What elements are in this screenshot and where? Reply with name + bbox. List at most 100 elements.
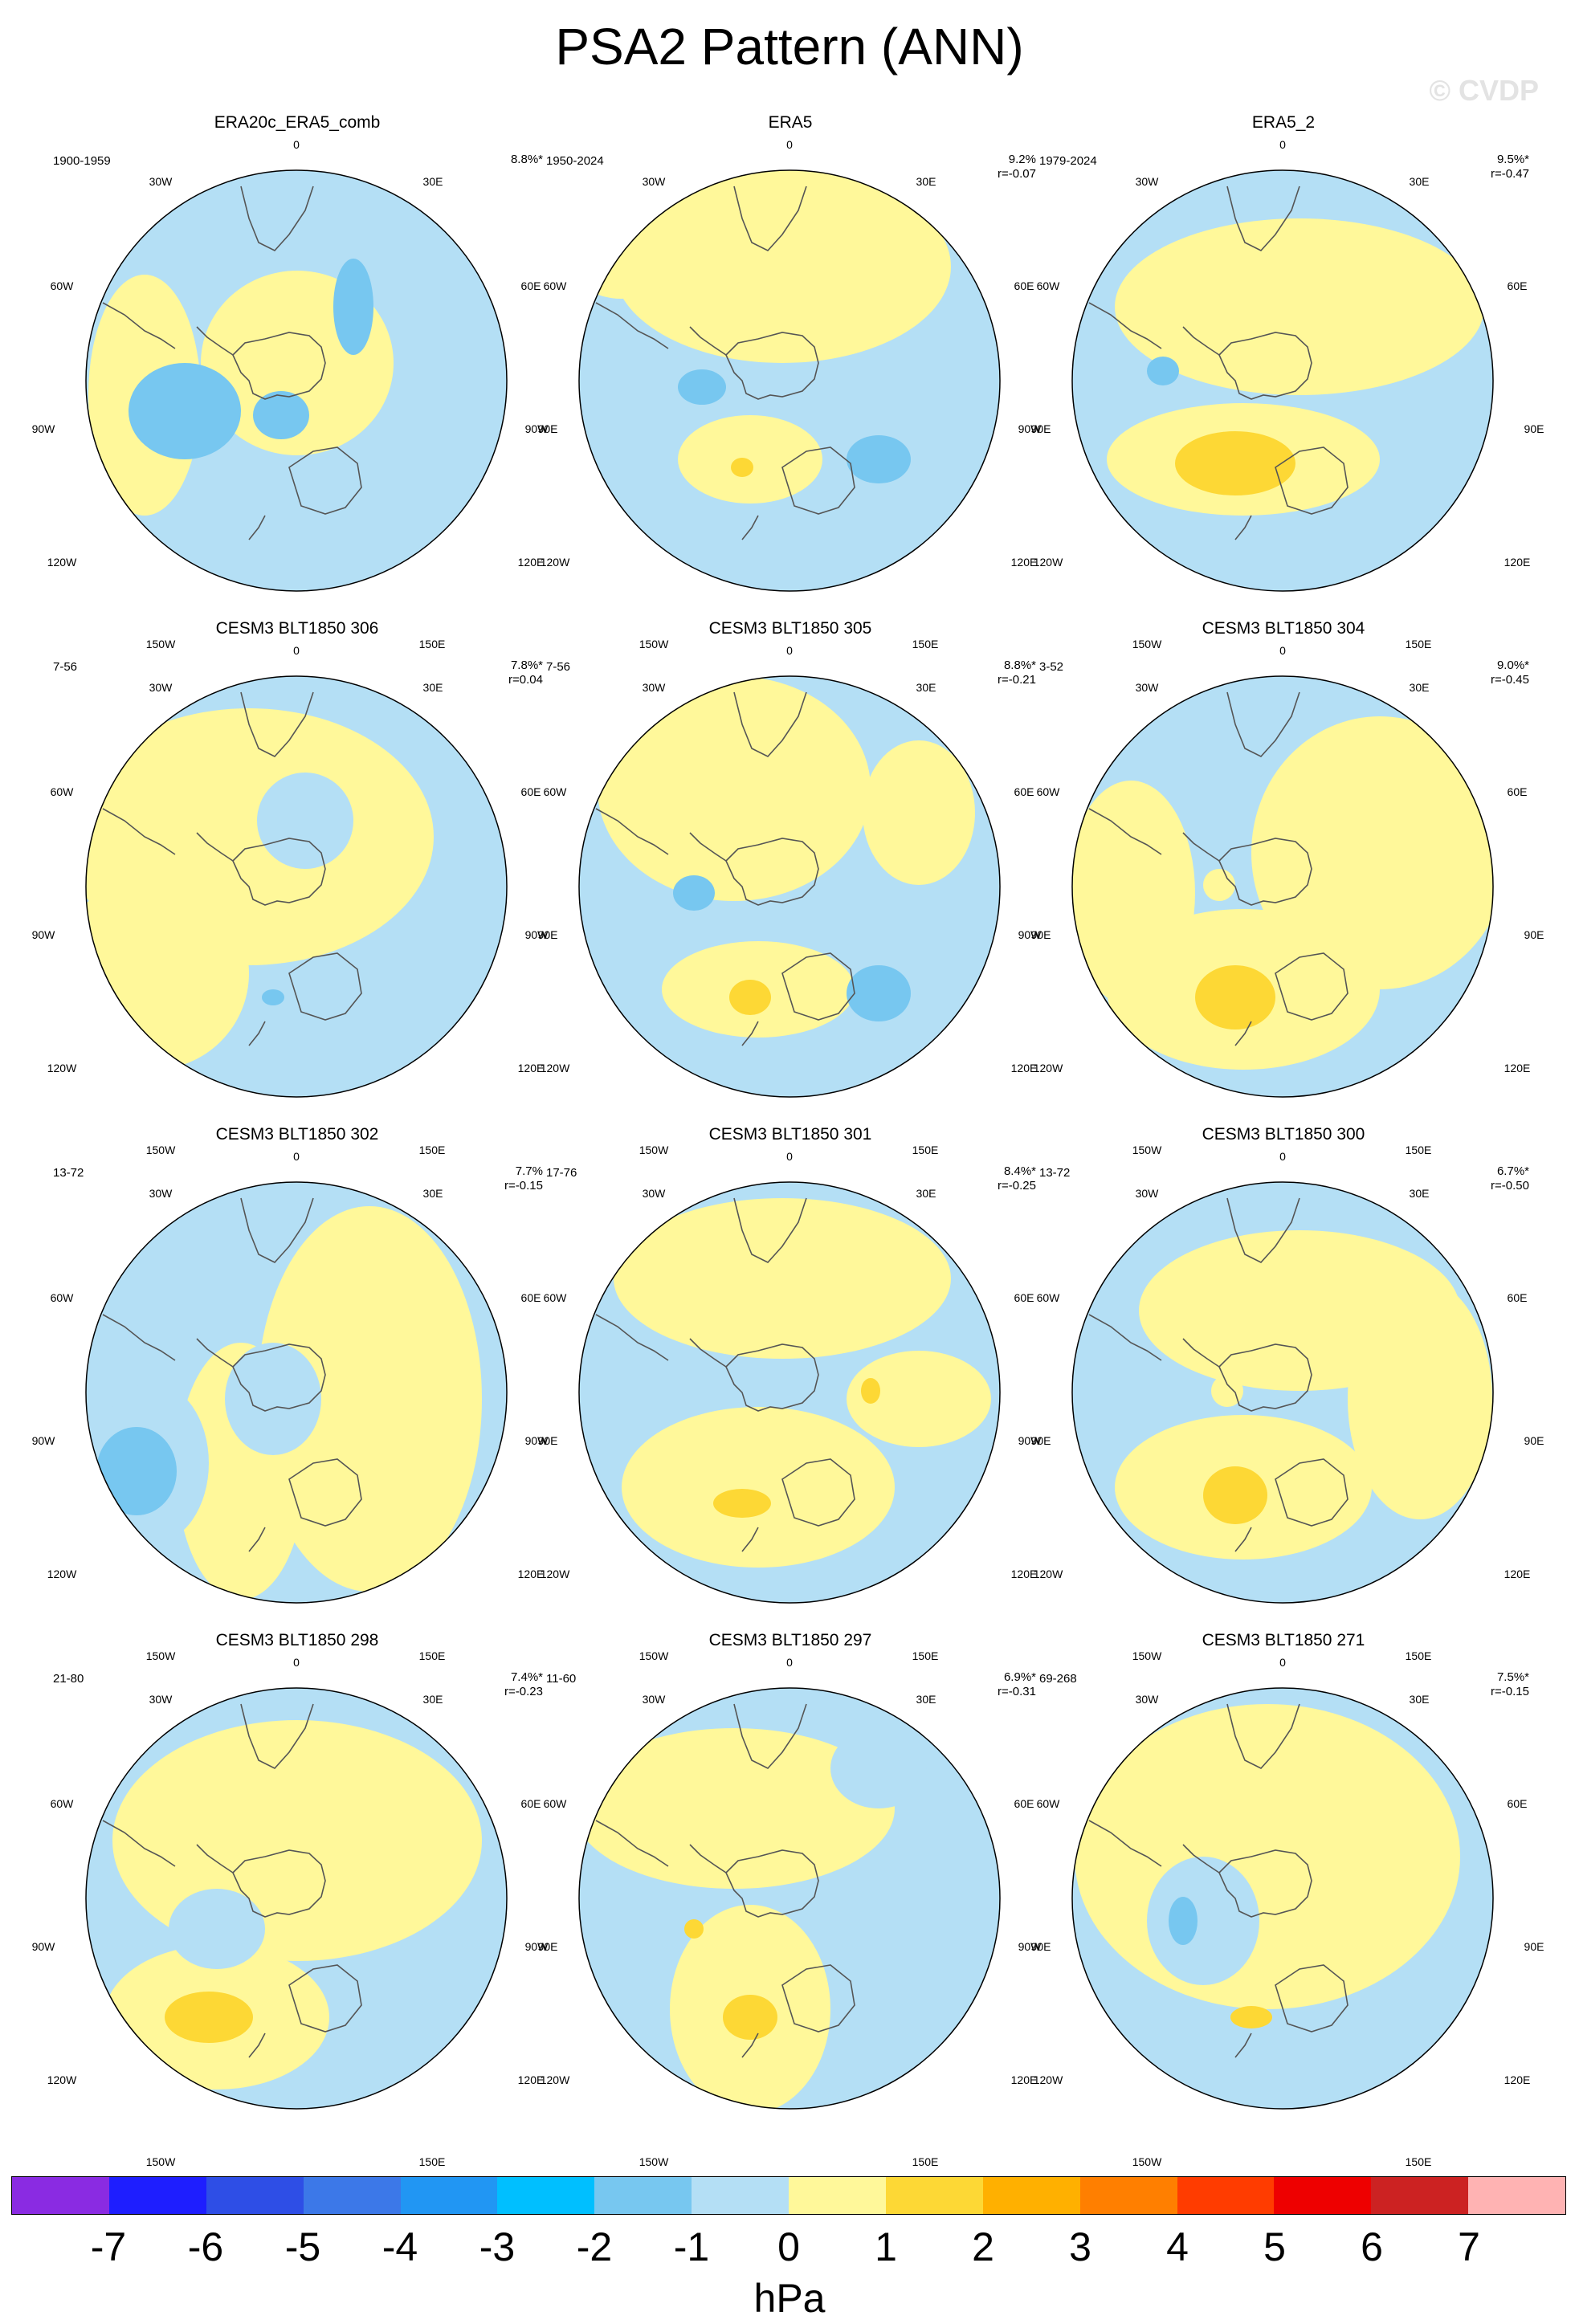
coastline (102, 1820, 176, 1867)
coastline (1275, 952, 1348, 1021)
longitude-label: 30W (1135, 175, 1159, 188)
anomaly-contour (262, 989, 284, 1005)
longitude-label: 120W (540, 1568, 570, 1580)
longitude-label: 60W (50, 279, 74, 292)
longitude-label: 60W (1036, 785, 1060, 798)
polar-map (1071, 1687, 1494, 2110)
panel-stats: 8.4%* r=-0.25 (998, 1164, 1036, 1193)
longitude-label: 90W (31, 1940, 55, 1953)
longitude-label: 90E (1524, 1940, 1544, 1953)
longitude-label: 120W (1033, 1568, 1063, 1580)
anomaly-contour (1230, 2006, 1272, 2028)
longitude-label: 60W (50, 1797, 74, 1810)
longitude-label: 60W (543, 279, 567, 292)
panel-title: ERA20c_ERA5_comb (214, 113, 381, 132)
panel-stats: 8.8%* r=-0.21 (998, 658, 1036, 687)
map-boundary (1071, 675, 1494, 1098)
coastline (102, 808, 176, 855)
anomaly-contour (863, 740, 975, 885)
longitude-label: 150E (912, 2155, 939, 2168)
coastline (248, 515, 266, 540)
anomaly-contour (333, 259, 373, 355)
polar-map (1071, 675, 1494, 1098)
anomaly-contour (579, 1728, 895, 1889)
coastline (741, 1527, 759, 1552)
panel-period: 7-56 (53, 660, 78, 674)
variance-explained: 6.7%* (1496, 1164, 1529, 1178)
colorbar-swatch (1274, 2177, 1372, 2214)
longitude-label: 120E (517, 1568, 545, 1580)
longitude-label: 120W (1033, 2073, 1063, 2086)
longitude-label: 60W (1036, 1797, 1060, 1810)
colorbar-swatch (692, 2177, 789, 2214)
map-boundary (578, 1687, 1001, 2110)
longitude-label: 0 (293, 138, 300, 151)
longitude-label: 0 (786, 1656, 793, 1669)
longitude-label: 0 (786, 644, 793, 657)
longitude-label: 30W (642, 175, 666, 188)
anomaly-contour (723, 1995, 777, 2040)
panel-stats: 7.7% r=-0.15 (504, 1164, 543, 1193)
coastline (741, 1021, 759, 1046)
longitude-label: 30E (422, 1693, 443, 1706)
coastline (1234, 515, 1252, 540)
map-panel: CESM3 BLT1850 300 13-72 6.7%* r=-0.50 0 30E 60… (1018, 1124, 1544, 1698)
anomaly-contour (253, 391, 309, 439)
panel-period: 1950-2024 (546, 154, 604, 168)
variance-explained: 6.9%* (1003, 1670, 1036, 1684)
anomaly-contour (225, 1343, 321, 1455)
longitude-label: 90E (1030, 928, 1051, 941)
map-boundary (85, 675, 508, 1098)
coastline (1226, 1197, 1300, 1263)
longitude-label: 60E (1014, 785, 1034, 798)
polar-map (85, 675, 508, 1098)
longitude-label: 30W (1135, 1693, 1159, 1706)
polar-map (578, 169, 1001, 592)
longitude-label: 30E (1409, 1693, 1430, 1706)
longitude-label: 150E (912, 638, 939, 650)
longitude-label: 60W (543, 1291, 567, 1304)
anomaly-contour (1147, 1857, 1259, 1985)
colorbar-swatch (497, 2177, 595, 2214)
coastline (1226, 691, 1300, 757)
pattern-correlation: r=-0.45 (1491, 673, 1529, 687)
colorbar-tick-label: 5 (1263, 2224, 1286, 2269)
longitude-label: 90W (524, 928, 549, 941)
colorbar (11, 2176, 1566, 2215)
longitude-label: 150W (145, 638, 176, 650)
coastline (741, 515, 759, 540)
longitude-label: 60E (520, 1797, 541, 1810)
coastline (1234, 1527, 1252, 1552)
colorbar-swatch (303, 2177, 401, 2214)
panel-title: CESM3 BLT1850 271 (1202, 1631, 1365, 1649)
coastline (781, 446, 855, 515)
anomaly-contour (614, 170, 951, 363)
map-panel: CESM3 BLT1850 301 17-76 8.4%* r=-0.25 0 30E 60… (525, 1124, 1051, 1698)
longitude-label: 0 (1279, 1656, 1286, 1669)
coastline (1275, 446, 1348, 515)
panel-title: CESM3 BLT1850 305 (708, 619, 872, 638)
longitude-label: 60E (1014, 279, 1034, 292)
polar-map (578, 1687, 1001, 2110)
anomaly-contour (673, 875, 715, 911)
longitude-label: 90E (1030, 1940, 1051, 1953)
coastline (1088, 808, 1162, 855)
longitude-label: 0 (786, 1150, 793, 1163)
map-panel: ERA5_2 1979-2024 9.5%* r=-0.47 0 30E 60E 90E 120… (1018, 112, 1544, 686)
anomaly-contour (1072, 781, 1195, 1005)
anomaly-contour (257, 773, 353, 869)
longitude-label: 60E (520, 785, 541, 798)
panel-period: 3-52 (1039, 660, 1064, 674)
coastline (725, 838, 819, 906)
longitude-label: 150E (418, 1144, 446, 1156)
coastline (725, 1343, 819, 1412)
coastline (1234, 1021, 1252, 1046)
map-panel: CESM3 BLT1850 302 13-72 7.7% r=-0.15 0 30E 60E… (32, 1124, 558, 1698)
map-panel: CESM3 BLT1850 305 7-56 8.8%* r=-0.21 0 30E 60E… (525, 618, 1051, 1192)
anomaly-contour (169, 1889, 265, 1969)
anomaly-contour (579, 186, 686, 299)
map-boundary (578, 169, 1001, 592)
map-boundary (85, 169, 508, 592)
colorbar-swatch (400, 2177, 498, 2214)
polar-map (85, 169, 508, 592)
